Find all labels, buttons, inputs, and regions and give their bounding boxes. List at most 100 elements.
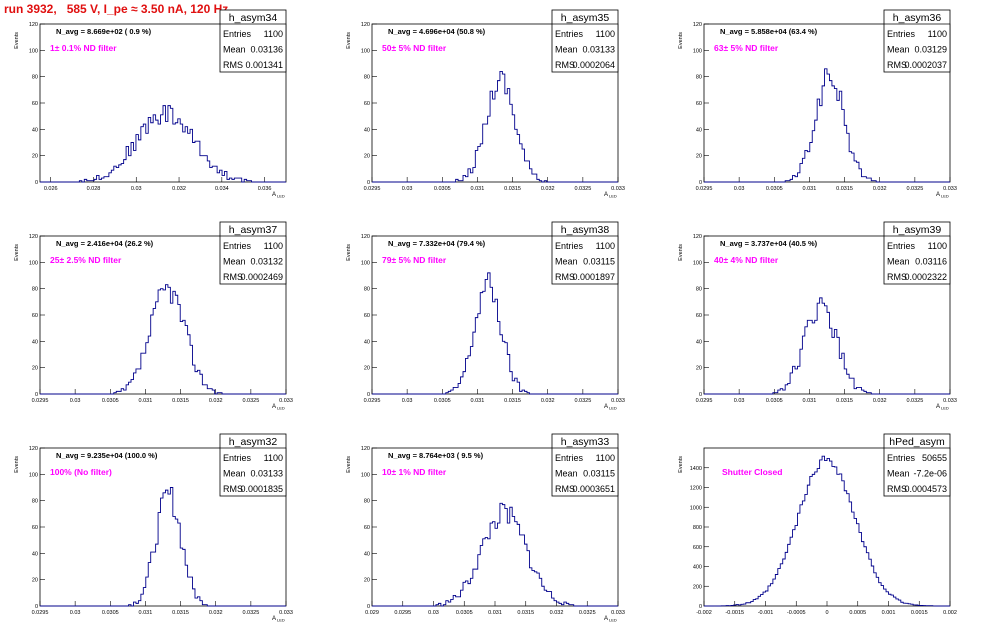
x-tick-label: 0.026 — [44, 186, 58, 192]
x-tick-label: -0.0005 — [787, 610, 806, 616]
x-axis-label: ALED — [604, 192, 617, 199]
y-tick-label: 60 — [364, 525, 370, 531]
histogram-line — [704, 68, 950, 183]
stats-value: 0.0001897 — [572, 272, 615, 282]
x-tick-label: 0.032 — [873, 186, 887, 192]
filter-annotation: 10± 1% ND filter — [382, 467, 447, 477]
stats-key: RMS — [223, 272, 243, 282]
y-tick-label: 60 — [696, 313, 702, 319]
histogram-title: h_asym32 — [229, 436, 278, 448]
y-axis-label: Events — [678, 244, 684, 261]
x-tick-label: 0.033 — [279, 610, 293, 616]
y-tick-label: 80 — [364, 75, 370, 81]
y-axis-label: Events — [678, 32, 684, 49]
y-tick-label: 0 — [699, 392, 702, 398]
stats-key: Entries — [555, 453, 584, 463]
filter-annotation: 50± 5% ND filter — [382, 43, 447, 53]
y-tick-label: 120 — [361, 234, 370, 240]
histogram-line — [704, 297, 950, 395]
filter-annotation: 79± 5% ND filter — [382, 255, 447, 265]
histogram-line — [40, 105, 286, 183]
stats-box — [219, 9, 287, 73]
y-tick-label: 20 — [364, 366, 370, 372]
x-tick-label: 0.032 — [541, 398, 555, 404]
x-tick-label: 0.031 — [488, 610, 502, 616]
x-tick-label: 0.033 — [943, 186, 957, 192]
x-tick-label: 0.0325 — [906, 398, 923, 404]
x-tick-label: 0.0325 — [906, 186, 923, 192]
stats-value: 1100 — [264, 29, 283, 39]
y-tick-label: 40 — [364, 551, 370, 557]
stats-key: RMS — [555, 60, 575, 70]
y-axis-label: Events — [346, 32, 352, 49]
histogram-line — [40, 487, 286, 607]
stats-value: 0.03133 — [582, 45, 615, 55]
navg-label: N_avg = 8.764e+03 ( 9.5 %) — [388, 451, 484, 460]
x-tick-label: 0.0325 — [574, 398, 591, 404]
filter-annotation: 40± 4% ND filter — [714, 255, 779, 265]
x-tick-label: 0.03 — [734, 398, 745, 404]
stats-key: Mean — [555, 45, 578, 55]
histogram-line — [704, 455, 950, 607]
stats-key: Entries — [223, 241, 252, 251]
panel-h_asym39: 0 20 40 60 80 100 120 0.0295 0.03 0.0305 0.031 0.03… — [678, 221, 957, 411]
x-tick-label: 0.033 — [279, 398, 293, 404]
navg-label: N_avg = 3.737e+04 (40.5 %) — [720, 239, 818, 248]
x-tick-label: 0.033 — [611, 610, 625, 616]
y-tick-label: 1200 — [690, 486, 702, 492]
x-tick-label: 0.031 — [139, 398, 153, 404]
stats-box — [219, 433, 287, 497]
x-tick-label: 0.03 — [70, 398, 81, 404]
x-tick-label: 0.0315 — [504, 186, 521, 192]
y-tick-label: 20 — [32, 578, 38, 584]
stats-key: Entries — [555, 29, 584, 39]
x-tick-label: 0.032 — [550, 610, 564, 616]
x-tick-label: 0.002 — [943, 610, 957, 616]
stats-key: RMS — [223, 60, 243, 70]
x-tick-label: 0 — [825, 610, 828, 616]
y-tick-label: 60 — [364, 313, 370, 319]
x-tick-label: 0.034 — [215, 186, 229, 192]
histogram-title: h_asym35 — [561, 12, 610, 24]
panel-h_asym33: 0 20 40 60 80 100 120 0.029 0.0295 0.03 0.0305 0.03… — [346, 433, 625, 622]
y-tick-label: 120 — [29, 446, 38, 452]
x-tick-label: 0.0315 — [836, 398, 853, 404]
y-tick-label: 100 — [361, 48, 370, 54]
filter-annotation: 25± 2.5% ND filter — [50, 255, 122, 265]
x-tick-label: 0.0015 — [911, 610, 928, 616]
y-tick-label: 0 — [35, 604, 38, 610]
filter-annotation: 63± 5% ND filter — [714, 43, 779, 53]
y-tick-label: 80 — [364, 499, 370, 505]
y-axis-label: Events — [346, 456, 352, 473]
filter-annotation: 1± 0.1% ND filter — [50, 43, 117, 53]
x-tick-label: 0.031 — [471, 186, 485, 192]
histogram-title: h_asym34 — [229, 12, 278, 24]
y-tick-label: 0 — [367, 604, 370, 610]
x-tick-label: 0.033 — [611, 186, 625, 192]
y-tick-label: 100 — [29, 260, 38, 266]
x-tick-label: -0.001 — [758, 610, 774, 616]
y-tick-label: 60 — [32, 313, 38, 319]
x-tick-label: 0.0295 — [32, 398, 49, 404]
y-tick-label: 0 — [699, 180, 702, 186]
panel-h_asym37: 0 20 40 60 80 100 120 0.0295 0.03 0.0305 0.031 0.03… — [14, 221, 293, 411]
y-tick-label: 0 — [367, 392, 370, 398]
stats-key: Entries — [887, 241, 916, 251]
stats-value: 1100 — [264, 453, 283, 463]
stats-key: Entries — [555, 241, 584, 251]
x-tick-label: 0.0315 — [504, 398, 521, 404]
stats-box — [219, 221, 287, 285]
stats-value: 0.0003651 — [572, 484, 615, 494]
stats-key: RMS — [887, 60, 907, 70]
x-tick-label: 0.0305 — [766, 186, 783, 192]
y-tick-label: 100 — [693, 48, 702, 54]
x-tick-label: 0.001 — [882, 610, 896, 616]
stats-key: Mean — [223, 257, 246, 267]
y-tick-label: 1000 — [690, 505, 702, 511]
stats-key: Entries — [887, 29, 916, 39]
y-tick-label: 40 — [364, 127, 370, 133]
panel-h_asym36: 0 20 40 60 80 100 120 0.0295 0.03 0.0305 0.031 0.03… — [678, 9, 957, 199]
y-tick-label: 100 — [29, 472, 38, 478]
x-tick-label: 0.0305 — [102, 610, 119, 616]
x-tick-label: 0.032 — [541, 186, 555, 192]
